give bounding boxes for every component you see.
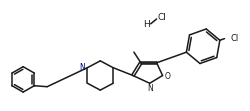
Text: Cl: Cl [230,34,239,43]
Text: O: O [164,72,170,81]
Text: N: N [147,84,152,93]
Text: H: H [143,20,150,29]
Text: Cl: Cl [158,13,166,22]
Text: N: N [80,63,85,72]
